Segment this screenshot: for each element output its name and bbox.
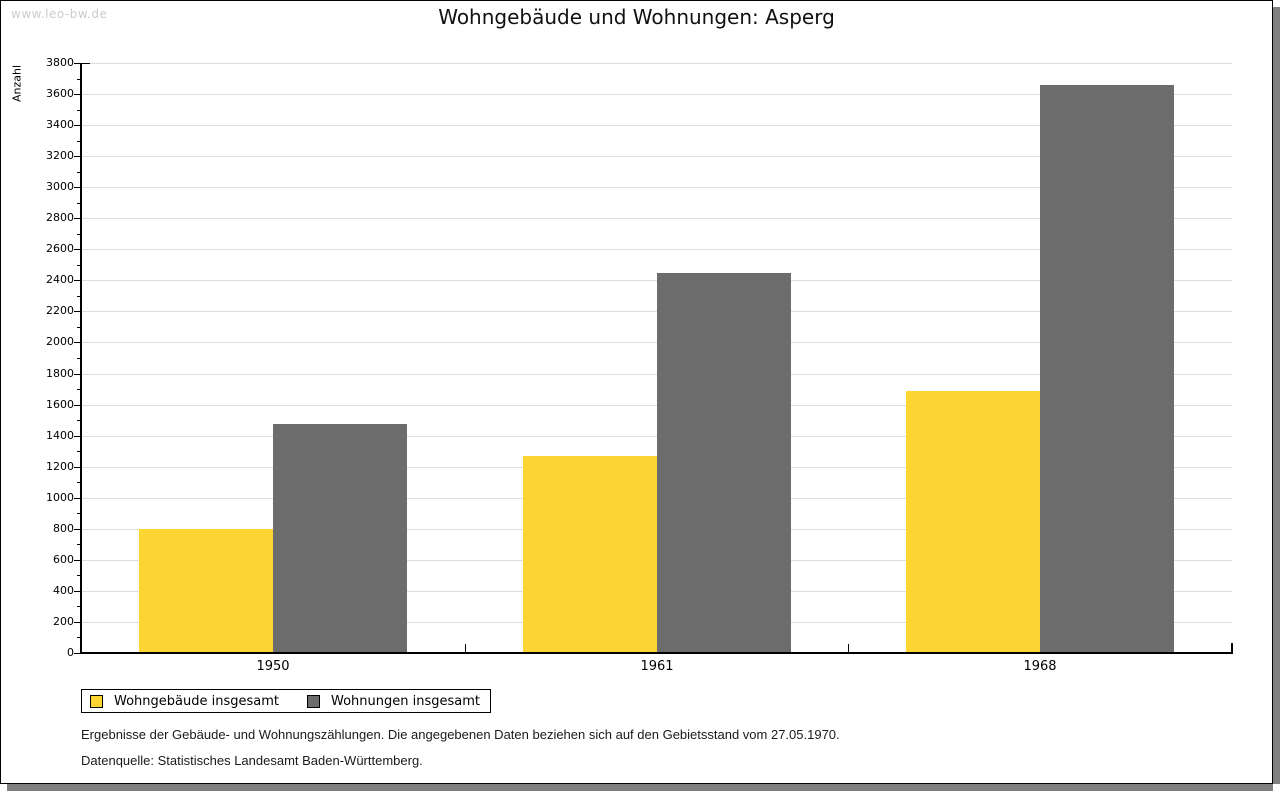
y-axis-major-tick <box>74 63 81 64</box>
y-axis-major-tick <box>74 498 81 499</box>
y-axis-major-tick <box>74 218 81 219</box>
y-axis-minor-tick <box>77 79 81 80</box>
x-axis-tick-label: 1968 <box>1023 659 1057 674</box>
bar-wohnungen-1950 <box>273 424 407 652</box>
legend-swatch-wohngebaeude <box>90 694 103 708</box>
y-axis-tick-label: 400 <box>53 584 74 597</box>
y-axis-minor-tick <box>77 296 81 297</box>
y-axis-tick-label: 1600 <box>46 398 74 411</box>
bar-wohngebaeude-1961 <box>523 456 657 652</box>
y-axis-tick-label: 600 <box>53 553 74 566</box>
bar-wohnungen-1961 <box>657 273 791 652</box>
y-axis-tick-label: 800 <box>53 522 74 535</box>
y-axis-major-tick <box>74 653 81 654</box>
x-axis-right-cap <box>1231 643 1233 653</box>
y-axis-major-tick <box>74 249 81 250</box>
y-axis-minor-tick <box>77 203 81 204</box>
y-axis-major-tick <box>74 405 81 406</box>
y-axis-major-tick <box>74 560 81 561</box>
legend-item-wohngebaeude: Wohngebäude insgesamt <box>90 694 279 709</box>
legend-swatch-wohnungen <box>307 694 320 708</box>
y-axis-major-tick <box>74 374 81 375</box>
y-axis-major-tick <box>74 94 81 95</box>
y-axis-tick-label: 3600 <box>46 87 74 100</box>
y-axis-major-tick <box>74 467 81 468</box>
bar-wohngebaeude-1968 <box>906 391 1040 652</box>
y-axis-minor-tick <box>77 544 81 545</box>
x-axis-boundary-tick <box>848 644 849 653</box>
bar-wohnungen-1968 <box>1040 85 1174 652</box>
x-axis-boundary-tick <box>465 644 466 653</box>
y-axis-major-tick <box>74 436 81 437</box>
y-axis-tick-label: 2200 <box>46 304 74 317</box>
y-axis-minor-tick <box>77 234 81 235</box>
gridline <box>82 187 1232 188</box>
y-axis-minor-tick <box>77 606 81 607</box>
y-axis-tick-label: 3000 <box>46 180 74 193</box>
y-axis-minor-tick <box>77 172 81 173</box>
gridline <box>82 125 1232 126</box>
x-axis-tick-label: 1950 <box>256 659 290 674</box>
x-axis-tick-label: 1961 <box>640 659 674 674</box>
y-axis-major-tick <box>74 156 81 157</box>
frame-shadow-bottom <box>7 784 1273 791</box>
y-axis-top-cap <box>81 63 90 64</box>
y-axis-minor-tick <box>77 451 81 452</box>
chart-title: Wohngebäude und Wohnungen: Asperg <box>438 5 835 29</box>
y-axis-minor-tick <box>77 141 81 142</box>
gridline <box>82 249 1232 250</box>
y-axis-minor-tick <box>77 358 81 359</box>
bar-wohngebaeude-1950 <box>139 529 273 652</box>
footnote-data-source: Datenquelle: Statistisches Landesamt Bad… <box>81 753 423 768</box>
y-axis-major-tick <box>74 529 81 530</box>
y-axis-minor-tick <box>77 265 81 266</box>
gridline <box>82 218 1232 219</box>
footnote-census-note: Ergebnisse der Gebäude- und Wohnungszähl… <box>81 727 840 742</box>
gridline <box>82 94 1232 95</box>
gridline <box>82 156 1232 157</box>
y-axis-tick-label: 2000 <box>46 335 74 348</box>
legend-label-wohnungen: Wohnungen insgesamt <box>331 693 480 709</box>
y-axis-minor-tick <box>77 482 81 483</box>
y-axis-major-tick <box>74 342 81 343</box>
y-axis-major-tick <box>74 591 81 592</box>
y-axis-tick-label: 200 <box>53 615 74 628</box>
legend-label-wohngebaeude: Wohngebäude insgesamt <box>114 693 279 709</box>
y-axis-tick-label: 2600 <box>46 242 74 255</box>
y-axis-tick-label: 3800 <box>46 56 74 69</box>
y-axis-tick-label: 1000 <box>46 491 74 504</box>
y-axis-minor-tick <box>77 637 81 638</box>
watermark: www.leo-bw.de <box>11 7 108 21</box>
y-axis-minor-tick <box>77 327 81 328</box>
y-axis-major-tick <box>74 311 81 312</box>
y-axis-line <box>80 63 82 654</box>
y-axis-tick-label: 1400 <box>46 429 74 442</box>
y-axis-tick-label: 1800 <box>46 367 74 380</box>
y-axis-major-tick <box>74 187 81 188</box>
y-axis-minor-tick <box>77 513 81 514</box>
y-axis-tick-label: 2400 <box>46 273 74 286</box>
y-axis-tick-label: 3400 <box>46 118 74 131</box>
y-axis-tick-label: 3200 <box>46 149 74 162</box>
gridline <box>82 63 1232 64</box>
x-axis-line <box>80 652 1233 654</box>
y-axis-tick-label: 2800 <box>46 211 74 224</box>
y-axis-minor-tick <box>77 420 81 421</box>
y-axis-major-tick <box>74 125 81 126</box>
y-axis-minor-tick <box>77 110 81 111</box>
y-axis-tick-label: 0 <box>67 646 74 659</box>
legend-item-wohnungen: Wohnungen insgesamt <box>307 694 480 709</box>
legend: Wohngebäude insgesamt Wohnungen insgesam… <box>81 689 491 713</box>
y-axis-major-tick <box>74 280 81 281</box>
y-axis-minor-tick <box>77 575 81 576</box>
frame-shadow-right <box>1273 7 1280 784</box>
y-axis-major-tick <box>74 622 81 623</box>
y-axis-minor-tick <box>77 389 81 390</box>
y-axis-tick-label: 1200 <box>46 460 74 473</box>
